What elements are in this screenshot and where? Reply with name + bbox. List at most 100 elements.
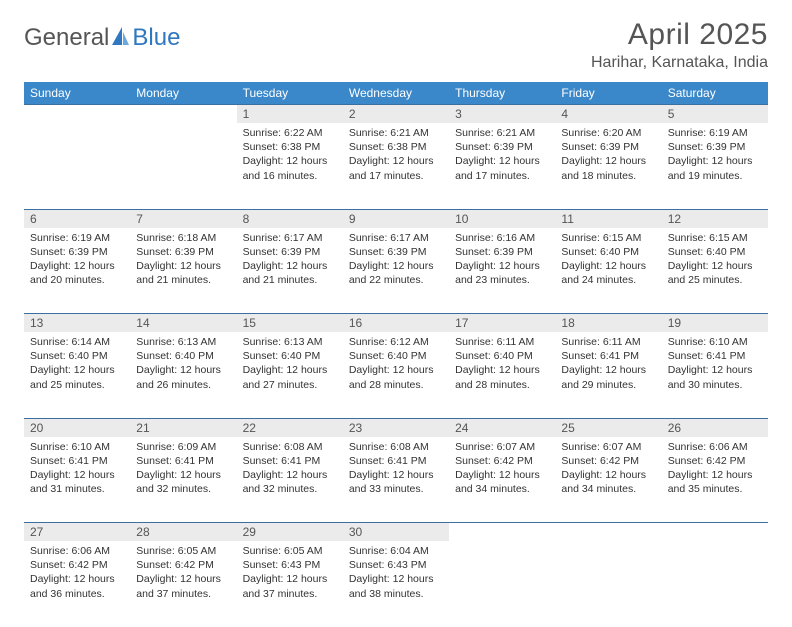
sunset-value: 6:43 PM — [281, 559, 320, 571]
sunset-label: Sunset: — [349, 350, 388, 362]
empty-cell — [662, 541, 768, 627]
sunrise-label: Sunrise: — [243, 232, 284, 244]
month-title: April 2025 — [591, 18, 768, 52]
logo-text-general: General — [24, 24, 109, 52]
sunrise-label: Sunrise: — [30, 336, 71, 348]
daycell-5: Sunrise: 6:19 AMSunset: 6:39 PMDaylight:… — [662, 123, 768, 209]
sunrise-label: Sunrise: — [455, 232, 496, 244]
sunset-label: Sunset: — [349, 141, 388, 153]
daylight-label: Daylight: — [668, 155, 712, 167]
sunset-value: 6:41 PM — [706, 350, 745, 362]
sunset-label: Sunset: — [243, 350, 282, 362]
daycell-23: Sunrise: 6:08 AMSunset: 6:41 PMDaylight:… — [343, 437, 449, 523]
daynum-23: 23 — [343, 418, 449, 437]
daycell-22: Sunrise: 6:08 AMSunset: 6:41 PMDaylight:… — [237, 437, 343, 523]
sunset-value: 6:43 PM — [387, 559, 426, 571]
sunset-value: 6:39 PM — [706, 141, 745, 153]
sunset-value: 6:39 PM — [175, 246, 214, 258]
daycell-3: Sunrise: 6:21 AMSunset: 6:39 PMDaylight:… — [449, 123, 555, 209]
empty-cell — [24, 123, 130, 209]
daynum-22: 22 — [237, 418, 343, 437]
sunrise-value: 6:06 AM — [709, 441, 748, 453]
daynum-13: 13 — [24, 314, 130, 333]
daynum-25: 25 — [555, 418, 661, 437]
daylight-label: Daylight: — [349, 260, 393, 272]
sunrise-value: 6:10 AM — [71, 441, 110, 453]
sunrise-label: Sunrise: — [349, 232, 390, 244]
empty-cell — [130, 123, 236, 209]
sunrise-value: 6:15 AM — [709, 232, 748, 244]
sunset-label: Sunset: — [136, 246, 175, 258]
daycell-7: Sunrise: 6:18 AMSunset: 6:39 PMDaylight:… — [130, 228, 236, 314]
logo: General Blue — [24, 24, 180, 52]
dayhead-tuesday: Tuesday — [237, 82, 343, 105]
sunrise-value: 6:05 AM — [178, 545, 217, 557]
daycell-4: Sunrise: 6:20 AMSunset: 6:39 PMDaylight:… — [555, 123, 661, 209]
daynum-28: 28 — [130, 523, 236, 542]
sunrise-label: Sunrise: — [136, 545, 177, 557]
sunrise-value: 6:17 AM — [284, 232, 323, 244]
sunset-value: 6:39 PM — [494, 141, 533, 153]
sail-icon — [110, 25, 130, 52]
sunrise-value: 6:07 AM — [603, 441, 642, 453]
daynum-26: 26 — [662, 418, 768, 437]
sunrise-value: 6:06 AM — [71, 545, 110, 557]
sunrise-value: 6:15 AM — [603, 232, 642, 244]
daycell-25: Sunrise: 6:07 AMSunset: 6:42 PMDaylight:… — [555, 437, 661, 523]
daynum-7: 7 — [130, 209, 236, 228]
sunrise-value: 6:07 AM — [497, 441, 536, 453]
dayhead-sunday: Sunday — [24, 82, 130, 105]
sunset-value: 6:41 PM — [175, 455, 214, 467]
sunset-label: Sunset: — [30, 559, 69, 571]
daynum-20: 20 — [24, 418, 130, 437]
sunset-value: 6:40 PM — [494, 350, 533, 362]
sunrise-label: Sunrise: — [349, 545, 390, 557]
sunrise-value: 6:14 AM — [71, 336, 110, 348]
sunrise-label: Sunrise: — [455, 336, 496, 348]
daycell-10: Sunrise: 6:16 AMSunset: 6:39 PMDaylight:… — [449, 228, 555, 314]
sunset-value: 6:41 PM — [69, 455, 108, 467]
sunset-value: 6:42 PM — [494, 455, 533, 467]
daynum-1: 1 — [237, 105, 343, 124]
logo-text-blue: Blue — [132, 24, 180, 52]
sunrise-value: 6:13 AM — [284, 336, 323, 348]
daylight-label: Daylight: — [30, 573, 74, 585]
sunrise-value: 6:10 AM — [709, 336, 748, 348]
daynum-17: 17 — [449, 314, 555, 333]
daylight-label: Daylight: — [136, 469, 180, 481]
daynum-14: 14 — [130, 314, 236, 333]
sunrise-label: Sunrise: — [243, 336, 284, 348]
daynum-6: 6 — [24, 209, 130, 228]
sunrise-label: Sunrise: — [243, 545, 284, 557]
daylight-label: Daylight: — [561, 260, 605, 272]
sunset-label: Sunset: — [349, 246, 388, 258]
daynum-4: 4 — [555, 105, 661, 124]
week-1-daynums: 12345 — [24, 105, 768, 124]
sunset-value: 6:40 PM — [175, 350, 214, 362]
sunset-value: 6:39 PM — [494, 246, 533, 258]
sunset-value: 6:40 PM — [387, 350, 426, 362]
daylight-label: Daylight: — [668, 364, 712, 376]
sunrise-label: Sunrise: — [30, 441, 71, 453]
sunset-value: 6:42 PM — [175, 559, 214, 571]
sunrise-label: Sunrise: — [455, 441, 496, 453]
daycell-14: Sunrise: 6:13 AMSunset: 6:40 PMDaylight:… — [130, 332, 236, 418]
sunrise-value: 6:04 AM — [390, 545, 429, 557]
daynum-30: 30 — [343, 523, 449, 542]
calendar-table: SundayMondayTuesdayWednesdayThursdayFrid… — [24, 82, 768, 627]
daynum-12: 12 — [662, 209, 768, 228]
daylight-label: Daylight: — [455, 469, 499, 481]
sunset-value: 6:40 PM — [600, 246, 639, 258]
daynum-18: 18 — [555, 314, 661, 333]
dayhead-monday: Monday — [130, 82, 236, 105]
sunset-label: Sunset: — [561, 350, 600, 362]
sunset-label: Sunset: — [136, 455, 175, 467]
sunrise-label: Sunrise: — [136, 336, 177, 348]
week-4-content: Sunrise: 6:10 AM Sunset: 6:41 PM Daylight:… — [24, 437, 768, 523]
sunset-label: Sunset: — [349, 559, 388, 571]
sunset-value: 6:38 PM — [281, 141, 320, 153]
daynum-5: 5 — [662, 105, 768, 124]
daylight-label: Daylight: — [30, 364, 74, 376]
sunset-value: 6:39 PM — [600, 141, 639, 153]
week-5-content: Sunrise: 6:06 AMSunset: 6:42 PMDaylight:… — [24, 541, 768, 627]
